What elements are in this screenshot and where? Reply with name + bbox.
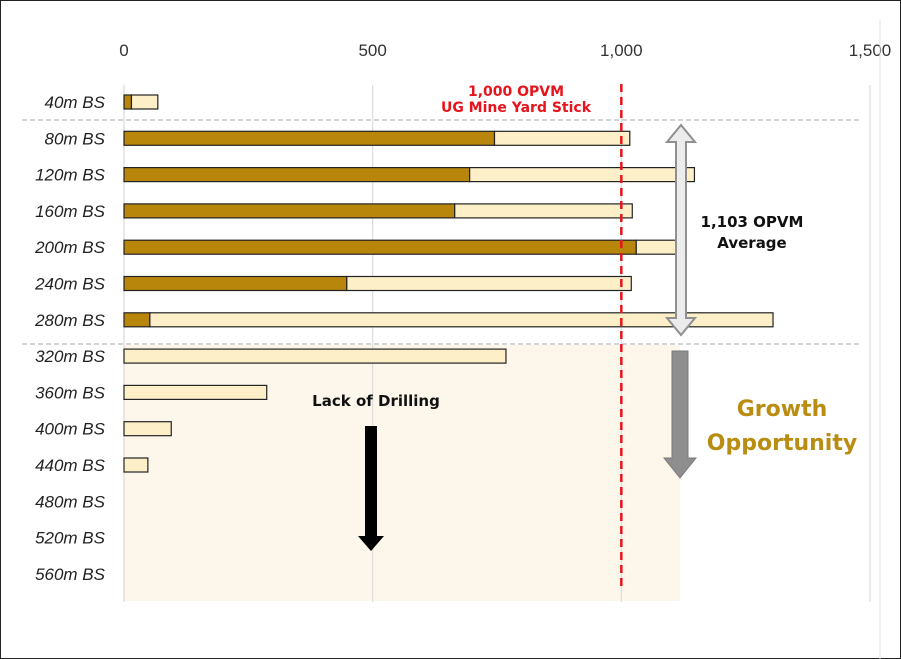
average-label-line2: Average bbox=[717, 234, 786, 252]
bar-segment-light bbox=[123, 384, 268, 400]
average-label-line1: 1,103 OPVM bbox=[701, 213, 804, 231]
growth-down-arrow bbox=[662, 350, 698, 479]
category-label: 320m BS bbox=[35, 347, 106, 366]
growth-region bbox=[124, 345, 680, 601]
category-label: 480m BS bbox=[35, 492, 106, 511]
growth-label-line1: Growth bbox=[737, 397, 828, 422]
category-label: 360m BS bbox=[35, 383, 106, 402]
lack-of-drilling-label: Lack of Drilling bbox=[312, 392, 440, 410]
category-label: 400m BS bbox=[35, 420, 106, 439]
bar-segment-light bbox=[635, 239, 682, 255]
bar-segment-light bbox=[123, 348, 507, 364]
x-tick-label: 1,000 bbox=[600, 41, 643, 60]
bar-segment-dark bbox=[123, 203, 456, 219]
category-label: 440m BS bbox=[35, 456, 106, 475]
bar-segment-dark bbox=[123, 312, 151, 328]
bar-segment-dark bbox=[123, 239, 637, 255]
bar-segment-dark bbox=[123, 167, 471, 183]
bar-segment-light bbox=[454, 203, 633, 219]
bar-segment-light bbox=[123, 457, 149, 473]
bar-segment-dark bbox=[123, 130, 496, 146]
reference-label-line1: 1,000 OPVM bbox=[468, 84, 564, 100]
bar-segment-light bbox=[493, 130, 631, 146]
x-tick-label: 0 bbox=[119, 41, 128, 60]
reference-label-line2: UG Mine Yard Stick bbox=[441, 100, 592, 116]
bar-segment-dark bbox=[123, 94, 133, 110]
bar-segment-light bbox=[130, 94, 159, 110]
category-label: 80m BS bbox=[45, 129, 106, 148]
category-label: 240m BS bbox=[34, 275, 106, 294]
bar-segment-light bbox=[469, 167, 696, 183]
category-label: 200m BS bbox=[34, 238, 106, 257]
category-label: 160m BS bbox=[35, 202, 106, 221]
category-label: 40m BS bbox=[45, 93, 106, 112]
lack-of-drilling-arrow bbox=[358, 426, 384, 551]
average-double-arrow bbox=[664, 123, 698, 337]
category-label: 280m BS bbox=[34, 311, 106, 330]
bar-segment-light bbox=[149, 312, 774, 328]
category-label: 120m BS bbox=[35, 166, 106, 185]
category-label: 560m BS bbox=[35, 565, 106, 584]
bar-segment-light bbox=[123, 421, 172, 437]
x-tick-label: 500 bbox=[358, 41, 386, 60]
growth-label-line2: Opportunity bbox=[707, 431, 857, 456]
category-label: 520m BS bbox=[35, 529, 106, 548]
x-tick-label: 1,500 bbox=[849, 41, 892, 60]
bar-segment-light bbox=[346, 275, 632, 292]
bar-segment-dark bbox=[123, 275, 348, 292]
